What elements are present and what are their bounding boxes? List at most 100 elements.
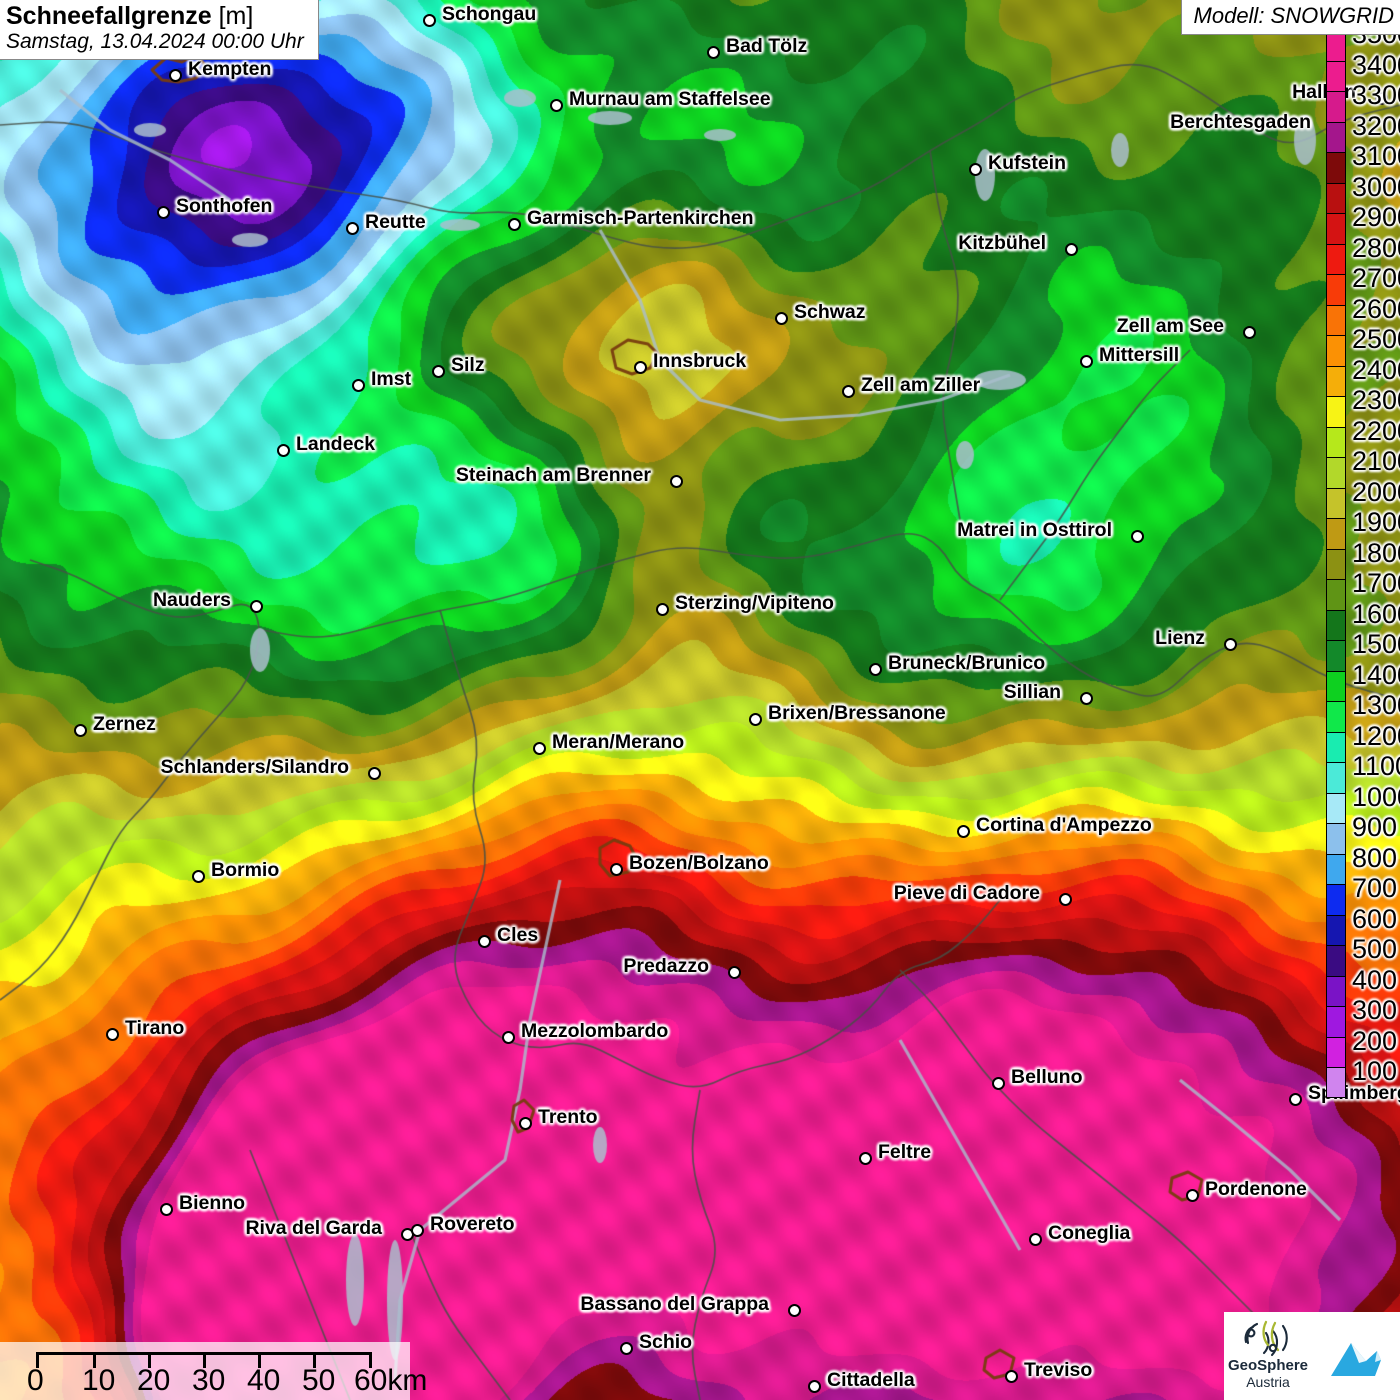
city-dot-icon: [992, 1077, 1005, 1090]
city-label: Bienno: [179, 1192, 246, 1214]
city-dot-icon: [1080, 692, 1093, 705]
legend-label: 1500: [1352, 629, 1400, 659]
legend-label: 2200: [1352, 415, 1400, 446]
legend-swatch: [1326, 426, 1346, 457]
legend-swatch: [1326, 243, 1346, 274]
city-label: Hallein: [1292, 81, 1356, 103]
legend-swatch: [1326, 457, 1346, 488]
legend-label: 1300: [1352, 690, 1400, 720]
scale-tick: [148, 1355, 151, 1368]
legend-swatch: [1326, 1036, 1346, 1067]
city-dot-icon: [502, 1031, 515, 1044]
city-label: Bozen/Bolzano: [629, 852, 769, 874]
legend-label: 1900: [1352, 507, 1400, 537]
legend-label: 1400: [1352, 659, 1400, 690]
city-label: Sonthofen: [176, 195, 273, 217]
city-dot-icon: [508, 218, 521, 231]
city-label: Bassano del Grappa: [580, 1293, 769, 1315]
scale-bar-line: [36, 1352, 372, 1368]
city-label: Zernez: [93, 713, 156, 735]
map-title-box: Schneefallgrenze [m] Samstag, 13.04.2024…: [0, 0, 319, 61]
city-label: Mezzolombardo: [521, 1020, 669, 1042]
city-dot-icon: [519, 1117, 532, 1130]
scale-label: 20: [137, 1364, 171, 1397]
city-dot-icon: [478, 935, 491, 948]
city-label: Pieve di Cadore: [893, 882, 1040, 904]
legend-swatch: [1326, 609, 1346, 640]
legend-label: 3200: [1352, 110, 1400, 141]
city-label: Cles: [497, 924, 539, 946]
legend-swatch: [1326, 548, 1346, 579]
city-label: Trento: [538, 1106, 598, 1128]
city-dot-icon: [1224, 638, 1237, 651]
legend-label: 2800: [1352, 232, 1400, 263]
city-dot-icon: [728, 966, 741, 979]
legend-swatch: [1326, 121, 1346, 152]
geosphere-logo[interactable]: GeoSphere Austria: [1224, 1312, 1312, 1400]
city-dot-icon: [749, 713, 762, 726]
legend-label: 2300: [1352, 385, 1400, 415]
legend-swatch: [1326, 823, 1346, 854]
forecast-timestamp: Samstag, 13.04.2024 00:00 Uhr: [6, 30, 304, 54]
city-dot-icon: [169, 69, 182, 82]
city-dot-icon: [707, 46, 720, 59]
legend-swatch: [1326, 914, 1346, 945]
city-label: Imst: [371, 368, 412, 390]
city-label: Landeck: [296, 433, 376, 455]
legend-swatch: [1326, 365, 1346, 396]
city-label: Matrei in Osttirol: [957, 519, 1112, 541]
scale-label: 10: [82, 1364, 116, 1397]
city-dot-icon: [346, 222, 359, 235]
city-dot-icon: [775, 312, 788, 325]
geosphere-label-line1: GeoSphere: [1227, 1357, 1309, 1375]
legend-swatch: [1326, 975, 1346, 1006]
city-label: Cortina d'Ampezzo: [976, 814, 1152, 836]
city-label: Schongau: [442, 3, 537, 25]
city-dot-icon: [533, 742, 546, 755]
model-box: Modell: SNOWGRID: [1180, 0, 1400, 35]
legend-label: 100: [1352, 1056, 1398, 1086]
legend-swatch: [1326, 274, 1346, 305]
legend-swatch: [1326, 762, 1346, 793]
city-dot-icon: [74, 724, 87, 737]
legend-label: 3300: [1352, 80, 1400, 110]
legend-swatch: [1326, 518, 1346, 549]
legend-swatch: [1326, 396, 1346, 427]
city-dot-icon: [160, 1203, 173, 1216]
city-label: Sillian: [1003, 681, 1061, 703]
legend-swatch: [1326, 60, 1346, 91]
legend-swatch: [1326, 304, 1346, 335]
legend-label: 3000: [1352, 171, 1400, 202]
legend-label: 1100: [1352, 751, 1400, 781]
scale-label: 50: [302, 1364, 336, 1397]
legend-label: 3100: [1352, 141, 1400, 171]
legend-label: 800: [1352, 842, 1398, 873]
city-label: Berchtesgaden: [1170, 111, 1311, 133]
city-label: Kempten: [188, 58, 272, 80]
city-dot-icon: [1289, 1093, 1302, 1106]
logo-strip: GeoSphere Austria: [1224, 1312, 1400, 1400]
city-dot-icon: [1243, 326, 1256, 339]
legend-label: 2700: [1352, 263, 1400, 293]
page-title: Schneefallgrenze [m]: [6, 3, 304, 29]
legend-swatch: [1326, 945, 1346, 976]
legend-swatch: [1326, 792, 1346, 823]
scale-tick: [203, 1355, 206, 1368]
city-dot-icon: [106, 1028, 119, 1041]
legend-swatch: [1326, 213, 1346, 244]
city-label: Bruneck/Brunico: [888, 652, 1046, 674]
city-dot-icon: [656, 603, 669, 616]
legend-label: 3400: [1352, 49, 1400, 80]
snowgrid-logo[interactable]: [1312, 1312, 1400, 1400]
legend-label: 1600: [1352, 598, 1400, 629]
city-label: Zell am See: [1116, 315, 1224, 337]
city-dot-icon: [1005, 1370, 1018, 1383]
legend-label: 600: [1352, 903, 1398, 934]
city-label: Cittadella: [827, 1369, 915, 1391]
city-label: Silz: [451, 354, 485, 376]
city-dot-icon: [957, 825, 970, 838]
legend-label: 2600: [1352, 293, 1400, 324]
legend-swatch: [1326, 731, 1346, 762]
